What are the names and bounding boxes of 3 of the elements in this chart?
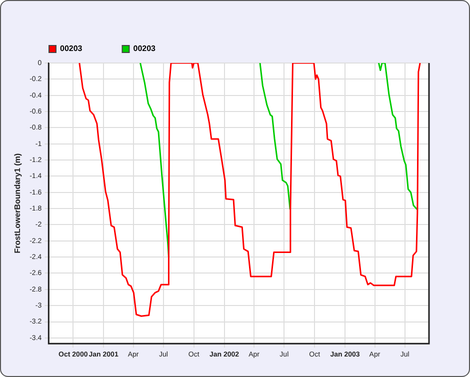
y-axis-title: FrostLowerBoundary1 (m) <box>13 152 22 254</box>
legend-label: 00203 <box>60 44 83 54</box>
legend-label: 00203 <box>133 44 156 54</box>
